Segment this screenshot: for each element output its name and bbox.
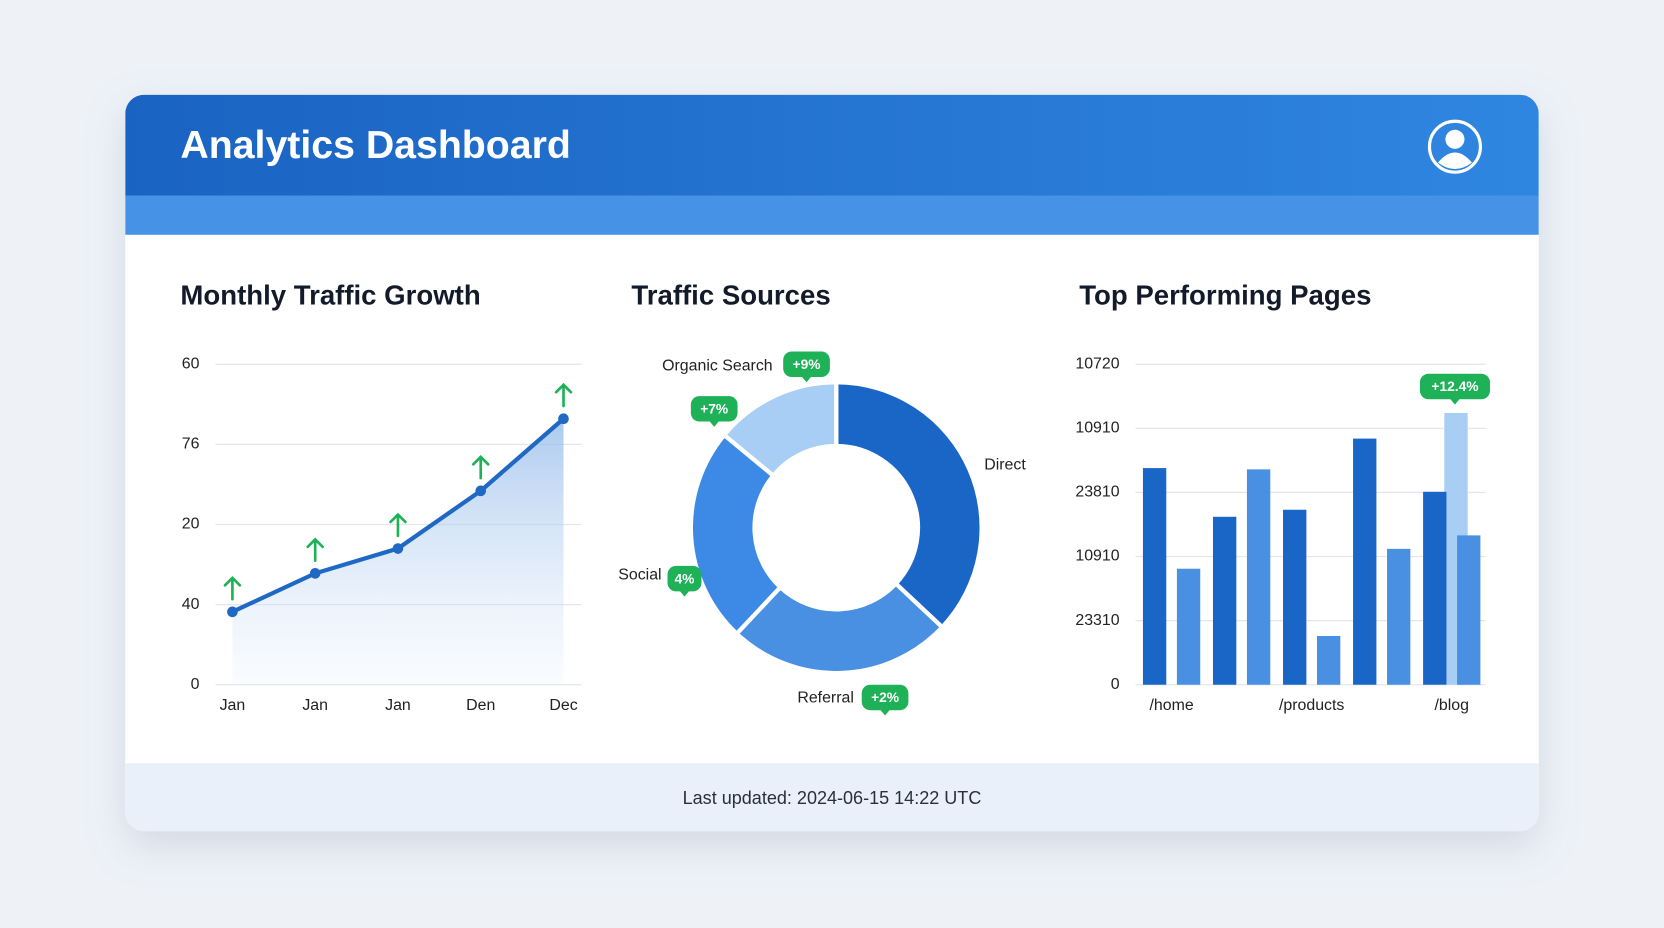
badge-pointer xyxy=(708,420,720,427)
footer-bar xyxy=(125,763,1539,832)
x-tick-label: Jan xyxy=(385,697,411,714)
point xyxy=(392,543,404,554)
bar xyxy=(1316,636,1341,685)
point xyxy=(227,606,238,618)
last-updated: Last updated: 2024-06-15 14:22 UTC xyxy=(683,788,982,808)
x-tick-label: Dec xyxy=(549,697,577,714)
slice-label: Organic Search xyxy=(662,358,773,375)
y-tick-label: 40 xyxy=(182,596,200,613)
growth-arrow xyxy=(306,537,324,562)
y-tick-label: 23810 xyxy=(1075,484,1119,501)
donut-slice xyxy=(834,380,984,631)
badge-text: +2% xyxy=(871,690,899,705)
y-tick-label: 23310 xyxy=(1075,612,1119,629)
y-tick-label: 10910 xyxy=(1075,548,1119,565)
donut-slice xyxy=(721,380,839,479)
badge-pointer xyxy=(801,375,812,383)
slice-label: Referral xyxy=(797,690,854,707)
growth-arrow xyxy=(389,512,407,538)
point xyxy=(475,485,487,497)
x-tick-label: Den xyxy=(466,697,495,714)
x-tick-label: /home xyxy=(1149,697,1193,714)
bar xyxy=(1387,548,1411,685)
badge-text: 4% xyxy=(675,571,695,586)
header-strip xyxy=(125,195,1539,235)
y-tick-label: 76 xyxy=(182,436,200,453)
y-tick-label: 0 xyxy=(1111,676,1120,693)
panel-title: Traffic Sources xyxy=(631,280,830,311)
bar xyxy=(1423,491,1447,685)
x-tick-label: Jan xyxy=(302,697,328,714)
bar xyxy=(1283,509,1307,685)
panel-title: Monthly Traffic Growth xyxy=(180,280,480,311)
badge-pointer xyxy=(879,709,891,716)
badge xyxy=(1419,373,1490,400)
growth-arrow xyxy=(471,455,490,480)
header-bar xyxy=(125,94,1539,197)
y-tick-label: 10910 xyxy=(1075,420,1119,437)
bar xyxy=(1212,516,1237,685)
badge-text: +12.4% xyxy=(1431,379,1478,394)
x-tick-label: Jan xyxy=(220,697,246,714)
point xyxy=(558,413,569,425)
bar xyxy=(1176,568,1201,685)
badge-pointer xyxy=(1449,398,1461,405)
donut-slice xyxy=(733,580,946,676)
page-title: Analytics Dashboard xyxy=(180,123,570,167)
panel-title: Top Performing Pages xyxy=(1079,280,1371,311)
x-tick-label: /blog xyxy=(1435,697,1470,714)
badge xyxy=(861,684,909,711)
badge xyxy=(783,351,830,377)
bar xyxy=(1142,468,1167,685)
bar xyxy=(1457,535,1481,685)
x-tick-label: /products xyxy=(1279,697,1344,714)
growth-arrow xyxy=(554,382,573,408)
y-tick-label: 10720 xyxy=(1075,355,1119,372)
badge-text: +7% xyxy=(700,402,728,417)
bar xyxy=(1353,438,1377,685)
slice-label: Direct xyxy=(984,456,1026,473)
badge-pointer xyxy=(679,590,690,597)
y-tick-label: 20 xyxy=(182,516,200,533)
badge-text: +9% xyxy=(793,357,821,372)
user-avatar[interactable] xyxy=(1427,119,1482,174)
growth-arrow xyxy=(223,575,242,601)
y-tick-label: 60 xyxy=(182,355,200,372)
bar xyxy=(1246,469,1271,685)
slice-label: Social xyxy=(618,567,661,584)
badge xyxy=(667,565,702,592)
badge xyxy=(690,396,738,422)
y-tick-label: 0 xyxy=(191,676,200,693)
point xyxy=(309,568,321,579)
